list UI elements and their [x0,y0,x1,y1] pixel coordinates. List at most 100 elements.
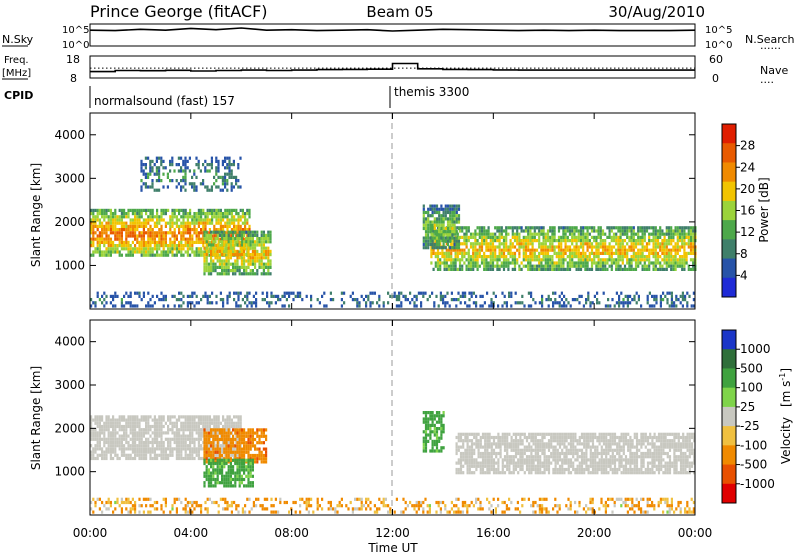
data-cell [189,434,192,438]
data-cell [145,221,148,225]
data-cell [535,248,539,252]
data-cell [125,237,128,241]
data-cell [553,264,556,268]
data-cell [453,239,456,243]
data-cell [543,432,546,436]
data-cell [517,432,520,436]
data-cell [648,248,651,252]
data-cell [243,262,246,266]
data-cell [484,464,487,468]
data-cell [560,298,563,302]
nsearch-tick-top: 10^5 [705,25,732,36]
data-cell [645,229,649,233]
data-cell [470,464,474,468]
data-cell [476,232,479,236]
data-cell [138,244,141,248]
data-cell [585,461,588,465]
data-cell [149,169,152,173]
data-cell [243,240,246,244]
data-cell [129,444,132,448]
data-cell [670,248,673,252]
data-cell [134,291,137,295]
data-cell [575,264,578,268]
data-cell [487,242,490,246]
data-cell [173,421,176,425]
data-cell [184,212,187,216]
data-cell [217,166,220,170]
data-cell [219,291,222,295]
data-cell [145,244,148,248]
data-cell [500,264,503,268]
data-cell [105,428,108,432]
data-cell [340,304,343,308]
data-cell [534,451,537,456]
data-cell [216,233,219,237]
data-cell [499,471,502,475]
data-cell [222,224,225,228]
data-cell [490,445,493,449]
data-cell [136,421,139,425]
data-cell [162,456,165,461]
data-cell [619,258,622,262]
data-cell [206,208,209,212]
data-cell [552,439,555,443]
data-cell [459,301,462,305]
data-cell [514,464,518,468]
data-cell [531,226,534,230]
data-cell [540,245,543,249]
data-cell [461,267,464,271]
data-cell [466,448,469,452]
data-cell [454,232,457,236]
data-cell [109,437,112,441]
data-cell [594,471,597,475]
data-cell [452,242,455,246]
data-cell [120,440,123,445]
data-cell [221,272,224,276]
data-cell [590,229,594,233]
data-cell [494,258,497,262]
data-cell [553,226,556,230]
data-cell [158,215,161,219]
data-cell [427,226,430,231]
data-cell [451,207,454,211]
data-cell [118,240,121,244]
data-cell [193,444,196,448]
data-cell [545,467,548,472]
data-cell [687,267,690,271]
data-cell [94,447,97,451]
data-cell [155,172,158,176]
data-cell [466,471,469,475]
data-cell [439,291,442,295]
data-cell [555,267,558,271]
data-cell [510,461,513,465]
data-cell [536,461,540,465]
data-cell [477,448,480,452]
data-cell [151,159,154,163]
data-cell [497,458,500,462]
data-cell [204,421,207,425]
data-cell [431,242,434,247]
data-cell [144,166,147,170]
data-cell [476,226,479,230]
data-cell [549,298,552,302]
data-cell [667,258,671,262]
data-cell [478,232,481,236]
data-cell [596,435,599,440]
data-cell [226,179,229,183]
data-cell [224,172,227,176]
data-cell [225,272,228,276]
data-cell [446,301,449,305]
data-cell [160,450,163,454]
data-cell [530,461,533,465]
data-cell [489,251,492,255]
data-cell [470,291,473,295]
data-cell [502,245,506,249]
data-cell [589,439,592,443]
data-cell [587,467,590,472]
data-cell [681,298,684,302]
data-cell [445,264,448,268]
data-cell [607,304,610,308]
data-cell [478,226,481,230]
data-cell [92,212,95,216]
data-cell [162,415,165,419]
